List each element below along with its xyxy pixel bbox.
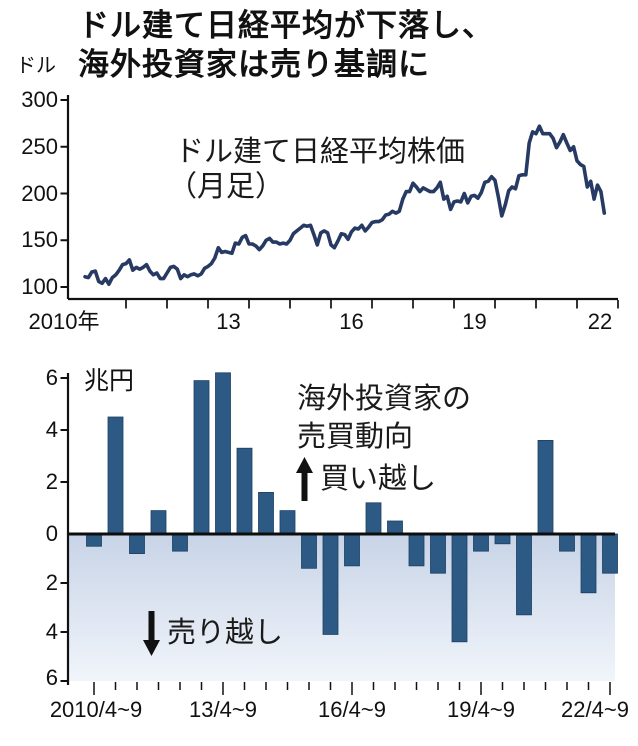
top-y-tick-label: 200 (21, 180, 58, 206)
bottom-series-label-line2: 売買動向 (297, 421, 414, 453)
top-y-tick-label: 100 (21, 274, 58, 299)
top-x-tick-label: 13 (216, 309, 241, 334)
bottom-x-tick-label: 16/4~9 (318, 697, 386, 722)
top-x-tick-label: 16 (339, 309, 364, 334)
net-buy-arrow-icon (296, 457, 313, 506)
bottom-y-tick-label: 4 (45, 417, 58, 442)
top-y-tick-label: 250 (21, 133, 58, 159)
top-x-tick-label: 22 (587, 309, 613, 334)
bottom-x-tick-label: 19/4~9 (447, 697, 515, 722)
net-buy-label: 買い越し (320, 463, 437, 495)
top-y-tick-label: 300 (21, 87, 58, 112)
top-y-axis-unit-label: ドル (16, 55, 56, 77)
net-sell-arrow-icon (143, 611, 160, 661)
top-x-tick-label: 2010年 (28, 309, 100, 334)
bottom-x-tick-label: 13/4~9 (189, 697, 257, 722)
bottom-x-tick-label: 2010/4~9 (49, 697, 143, 722)
net-sell-label: 売り越し (167, 617, 284, 649)
bottom-y-tick-label: 2 (45, 570, 58, 595)
top-x-tick-label: 19 (462, 309, 487, 334)
bottom-series-label-line1: 海外投資家の (297, 383, 472, 415)
bottom-y-tick-label: 0 (45, 521, 58, 546)
chart-title-line2: 海外投資家は売り基調に (78, 47, 430, 82)
chart-title-line1: ドル建て日経平均が下落し、 (78, 8, 494, 43)
bottom-x-tick-label: 22/4~9 (561, 697, 629, 722)
top-series-label-line2: （月足） (168, 171, 285, 203)
bottom-y-tick-label: 6 (45, 365, 58, 390)
bottom-y-tick-label: 4 (45, 619, 58, 644)
top-series-label-line1: ドル建て日経平均株価 (175, 136, 466, 168)
bottom-y-tick-label: 6 (45, 665, 58, 690)
top-y-tick-label: 150 (21, 227, 58, 253)
bottom-y-tick-label: 2 (45, 469, 58, 494)
bottom-y-axis-unit-label: 兆円 (84, 367, 135, 395)
